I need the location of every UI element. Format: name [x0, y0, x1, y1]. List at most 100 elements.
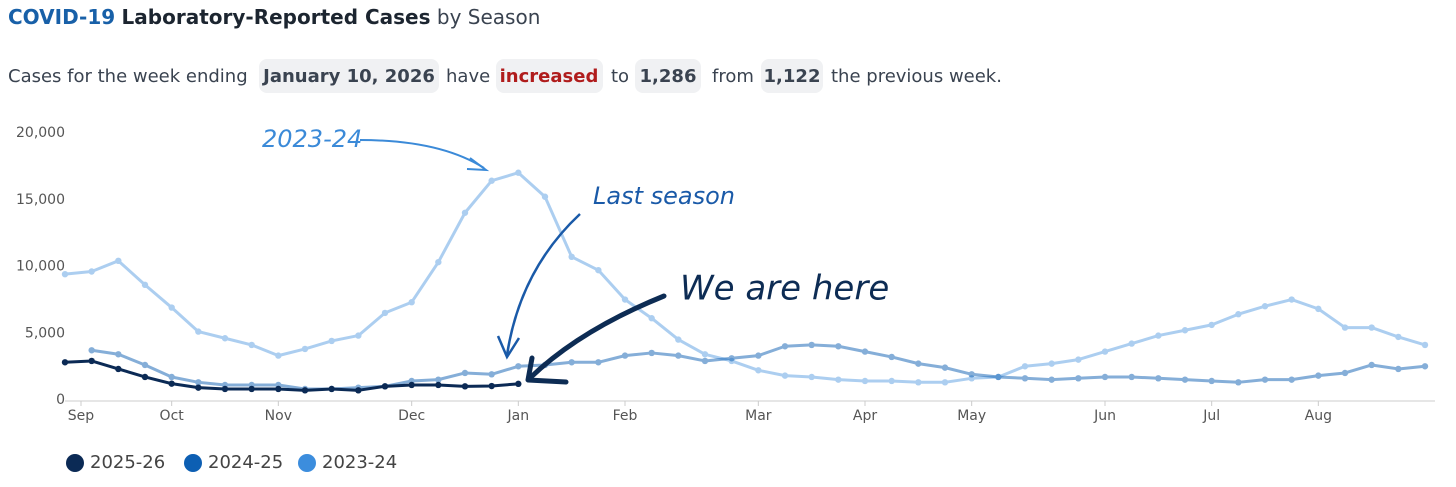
- data-point: [275, 385, 282, 393]
- summary-date: January 10, 2026: [261, 66, 435, 87]
- data-point: [1021, 363, 1029, 370]
- data-point: [515, 169, 522, 176]
- data-point: [701, 351, 709, 358]
- data-point: [648, 315, 655, 322]
- x-tick-label: Apr: [853, 408, 877, 424]
- annotation-arrow: [496, 335, 521, 360]
- pill: [259, 59, 439, 93]
- data-point: [1075, 356, 1082, 363]
- annotation-arrow: [466, 157, 490, 172]
- data-point: [435, 381, 442, 389]
- data-point: [1341, 324, 1349, 331]
- data-point: [995, 373, 1002, 381]
- data-point: [515, 380, 522, 388]
- x-tick-label: Aug: [1305, 408, 1332, 424]
- data-point: [1421, 363, 1429, 370]
- data-point: [781, 372, 789, 379]
- x-tick-label: May: [957, 408, 986, 424]
- data-point: [595, 359, 602, 366]
- data-point: [275, 352, 282, 359]
- annotation-arrow: [525, 355, 569, 385]
- data-point: [1208, 377, 1215, 385]
- x-tick-label: Mar: [745, 408, 772, 424]
- data-point: [728, 355, 735, 362]
- legend-label: 2025-26: [90, 452, 165, 473]
- data-point: [1368, 361, 1375, 369]
- legend-label: 2023-24: [322, 452, 397, 473]
- data-point: [1021, 375, 1029, 382]
- data-point: [461, 383, 469, 390]
- data-point: [755, 352, 762, 359]
- data-point: [941, 379, 949, 386]
- data-point: [141, 281, 149, 289]
- annotation-arrow: [359, 139, 485, 169]
- data-point: [1181, 327, 1189, 334]
- data-point: [888, 377, 895, 385]
- x-tick-label: Nov: [265, 408, 292, 424]
- annotation-arrow: [527, 293, 667, 381]
- data-point: [1155, 332, 1162, 339]
- x-tick-label: Sep: [68, 408, 95, 424]
- data-point: [381, 309, 389, 317]
- data-point: [488, 177, 495, 184]
- series: [61, 357, 522, 394]
- data-point: [301, 387, 309, 394]
- data-point: [328, 385, 335, 393]
- data-point: [621, 352, 629, 359]
- data-point: [568, 359, 575, 366]
- summary-previous: 1,122: [764, 66, 821, 87]
- data-point: [1155, 375, 1162, 382]
- data-point: [435, 376, 442, 383]
- data-point: [835, 343, 842, 350]
- data-point: [141, 361, 149, 369]
- data-point: [328, 337, 335, 345]
- annotation: 2023-24: [262, 125, 362, 153]
- plot: 0 5,000 10,000 15,000 20,000 Sep Oct Nov Dec Jan F…: [16, 125, 1435, 424]
- data-point: [541, 193, 549, 200]
- title-rest: by Season: [437, 5, 540, 29]
- y-tick-label: 10,000: [16, 259, 65, 275]
- series: [61, 169, 1429, 386]
- data-point: [1395, 333, 1402, 341]
- data-point: [701, 357, 709, 365]
- title: COVID-19 Laboratory-Reported Cases by Se…: [8, 5, 540, 29]
- data-point: [781, 343, 789, 350]
- series-line: [64, 359, 519, 392]
- data-point: [808, 341, 815, 349]
- x-tick-label: Oct: [160, 408, 185, 424]
- data-point: [1048, 360, 1055, 367]
- title-highlight: COVID-19: [8, 5, 115, 29]
- data-point: [568, 253, 575, 261]
- data-point: [355, 387, 362, 394]
- summary-have: have: [446, 66, 490, 87]
- data-point: [408, 381, 415, 389]
- data-point: [168, 373, 175, 381]
- data-point: [675, 336, 682, 343]
- data-point: [915, 360, 922, 367]
- data-point: [195, 384, 202, 391]
- data-point: [88, 357, 95, 365]
- data-point: [115, 351, 122, 358]
- summary-lead: Cases for the week ending: [8, 66, 248, 87]
- y-tick-label: 0: [56, 392, 65, 408]
- summary-trend: increased: [500, 66, 599, 87]
- annotation: Last season: [593, 182, 735, 210]
- data-point: [168, 304, 175, 311]
- data-point: [648, 349, 655, 357]
- data-point: [1315, 305, 1322, 313]
- pill: [635, 59, 701, 93]
- data-point: [1101, 373, 1109, 381]
- data-point: [1395, 365, 1402, 373]
- data-point: [168, 380, 175, 387]
- annotations: 2023-24 Last season We are here: [262, 125, 889, 385]
- data-point: [941, 364, 949, 371]
- summary-from: from: [712, 66, 754, 87]
- data-point: [1181, 376, 1189, 383]
- pill: [761, 59, 823, 93]
- data-point: [221, 385, 229, 393]
- data-point: [221, 335, 229, 342]
- y-tick-label: 20,000: [16, 125, 65, 141]
- data-point: [968, 371, 975, 378]
- data-point: [915, 379, 922, 386]
